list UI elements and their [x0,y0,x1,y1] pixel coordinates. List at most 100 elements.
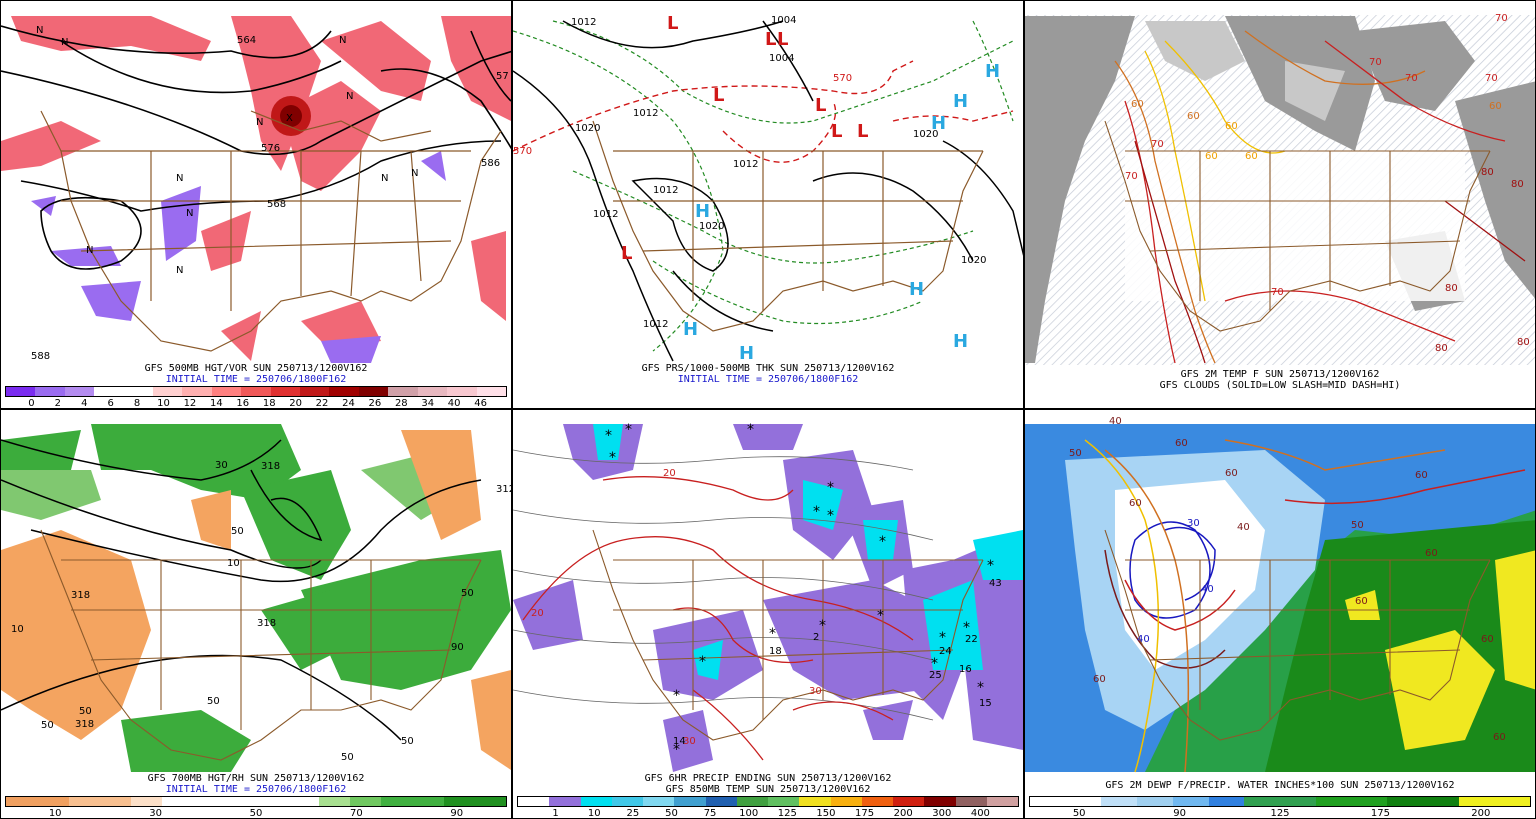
colorbar-label: 16 [236,398,250,409]
map-mslp: 1012 1004 1004 1020 1012 1012 1012 1012 … [513,13,1023,364]
colorbar-swatch [893,797,925,806]
contour-label: 57 [496,71,509,82]
caption-line-1: GFS 2M TEMP F SUN 250713/1200V162 [1180,369,1380,380]
colorbar-swatch [123,387,154,396]
colorbar-swatch [412,797,444,806]
dewpoint-label: 60 [1493,732,1506,743]
low-pressure-symbol: L [713,85,724,106]
colorbar-swatch [6,797,38,806]
contour-label: 588 [31,351,50,362]
isobar-label: 1012 [633,108,658,119]
colorbar-label: 100 [739,808,759,819]
svg-text:*: * [813,504,820,520]
colorbar-swatch [643,797,675,806]
colorbar-label: 14 [209,398,223,409]
isotherm-label: 70 [1485,73,1498,84]
svg-text:*: * [605,428,612,444]
isotherm-label: 80 [1481,167,1494,178]
panel-2m-dewpoint-pwat: 30 40 40 60 60 40 50 60 60 60 50 40 60 6… [1024,409,1536,819]
dewpoint-label: 60 [1415,470,1428,481]
colorbar-swatch [94,387,124,396]
colorbar-label: 175 [854,808,875,819]
panel-caption: GFS 500MB HGT/VOR SUN 250713/1200V162 IN… [1,363,511,385]
colorbar-labels: 0 2 4 6 8 10 12 14 16 18 20 22 24 26 28 34 40 46 [5,398,507,409]
colorbar-label: 28 [394,398,408,409]
colorbar-swatch [1137,797,1173,806]
isotherm-label: 70 [1369,57,1382,68]
isotherm-label: 60 [1187,111,1200,122]
dewpoint-label: 60 [1425,548,1438,559]
svg-text:*: * [625,422,632,438]
precip-max-label: 22 [965,634,978,645]
colorbar-swatch [35,387,65,396]
svg-text:*: * [699,654,706,670]
isotherm-label: 60 [1225,121,1238,132]
colorbar-swatch [1065,797,1102,806]
pwat-label: 30 [1187,518,1200,529]
colorbar-label: 46 [474,398,487,409]
colorbar-label: 300 [932,808,952,819]
colorbar-swatch [1351,797,1388,806]
isotherm-label: 80 [1445,283,1458,294]
high-pressure-symbol: H [695,201,710,222]
colorbar-label: 1 [552,808,559,819]
low-pressure-symbol: L [621,243,632,264]
svg-text:*: * [877,608,884,624]
dewpoint-label: 60 [1175,438,1188,449]
colorbar-swatch [1208,797,1245,806]
panel-500mb-hgt-vor: 564 576 588 586 568 57 N N N N N N N N N… [0,0,512,409]
colorbar-swatch [474,797,506,806]
map-dewpoint: 30 40 40 60 60 40 50 60 60 60 50 40 60 6… [1025,416,1535,773]
isobar-label: 1004 [771,15,796,26]
vort-min-symbol: N [86,245,93,256]
colorbar-label: 18 [262,398,276,409]
colorbar-swatch [580,797,612,806]
panel-caption: GFS 2M DEWP F/PRECIP. WATER INCHES*100 S… [1025,780,1535,791]
map-700mb: 318 318 318 50 50 50 90 10 50 50 30 50 3… [1,424,511,772]
contour-label: 50 [207,696,220,707]
low-pressure-symbol: L [777,29,788,50]
colorbar-label: 30 [149,808,162,819]
svg-text:*: * [673,688,680,704]
colorbar-swatch [1030,797,1066,806]
map-500mb: 564 576 588 586 568 57 N N N N N N N N N… [1,15,511,363]
colorbar-swatch [443,797,475,806]
colorbar-label: 50 [1072,808,1086,819]
svg-text:*: * [987,558,994,574]
isobar-label: 1012 [571,17,596,28]
colorbar-label: 70 [350,808,363,819]
colorbar-label: 90 [450,808,464,819]
colorbar-label: 125 [777,808,797,819]
caption-line-2: GFS CLOUDS (SOLID=LOW SLASH=MID DASH=HI) [1159,380,1401,391]
isotherm-label: 80 [1517,337,1530,348]
colorbar-swatch [705,797,737,806]
isotherm-label: 70 [1405,73,1418,84]
colorbar-swatch [986,797,1018,806]
colorbar-swatch [193,797,225,806]
isotherm-label: 60 [1131,99,1144,110]
colorbar-vorticity [5,386,507,397]
isotherm-label: 60 [1489,101,1502,112]
colorbar-label: 4 [81,398,88,409]
contour-label: 318 [75,719,94,730]
colorbar-swatch [131,797,163,806]
svg-text:*: * [939,630,946,646]
contour-label: 50 [231,526,244,537]
precip-max-label: 18 [769,646,782,657]
dewpoint-label: 40 [1109,416,1122,427]
contour-label: 10 [11,624,24,635]
caption-line-1: GFS 500MB HGT/VOR SUN 250713/1200V162 [144,363,368,374]
colorbar-swatch [736,797,768,806]
high-pressure-symbol: H [953,331,968,352]
colorbar-label: 50 [665,808,678,819]
colorbar-pwat [1029,796,1531,807]
colorbar-label: 24 [342,398,355,409]
colorbar-swatch [64,387,95,396]
vort-min-symbol: N [339,35,346,46]
colorbar-label: 26 [368,398,382,409]
panel-6hr-precip-850-temp: 20 20 30 30 18 2 22 24 16 25 43 15 14 * *… [512,409,1024,819]
colorbar-labels: 1 10 25 50 75 100 125 150 175 200 300 400 [517,808,1019,819]
colorbar-swatch [1387,797,1423,806]
low-pressure-symbol: L [857,121,868,142]
colorbar-label: 200 [1471,808,1491,819]
